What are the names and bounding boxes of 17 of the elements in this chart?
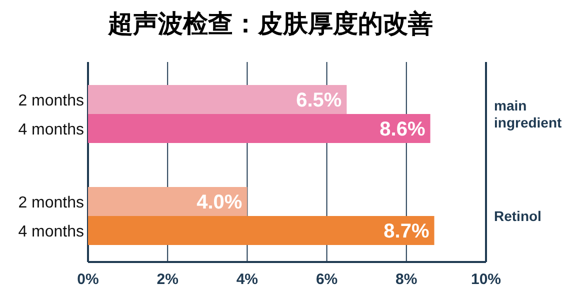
y-tick-label: 2 months — [18, 92, 84, 110]
chart-title: 超声波检查：皮肤厚度的改善 — [107, 9, 433, 38]
data-label: 6.5% — [296, 90, 342, 112]
text: Retinol — [494, 208, 542, 224]
x-tick-label: 8% — [396, 271, 418, 288]
x-tick-label: 0% — [77, 271, 99, 288]
data-label: 8.6% — [380, 118, 426, 140]
data-label: 8.7% — [384, 220, 430, 242]
data-label: 4.0% — [196, 192, 242, 214]
y-tick-label: 4 months — [18, 224, 84, 240]
x-tick-label: 6% — [316, 271, 338, 288]
y-tick-label: 2 months — [18, 194, 84, 212]
x-tick-label: 4% — [236, 271, 258, 288]
text: main ingredient — [494, 98, 562, 130]
x-tick-label: 2% — [156, 271, 178, 288]
y-tick-label: 4 months — [18, 122, 84, 138]
x-tick-label: 10% — [470, 271, 502, 288]
